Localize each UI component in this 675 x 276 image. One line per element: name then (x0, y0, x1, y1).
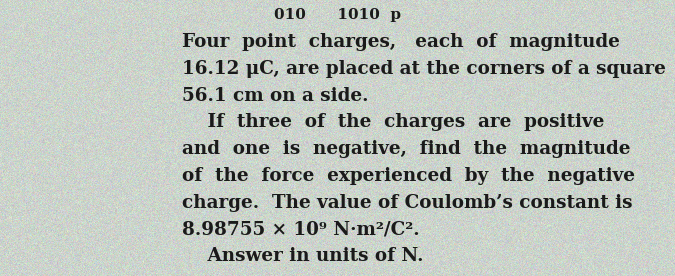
Text: If  three  of  the  charges  are  positive: If three of the charges are positive (182, 113, 605, 131)
Text: Answer in units of N.: Answer in units of N. (182, 247, 424, 265)
Text: Four  point  charges,   each  of  magnitude: Four point charges, each of magnitude (182, 33, 620, 51)
Text: charge.  The value of Coulomb’s constant is: charge. The value of Coulomb’s constant … (182, 194, 632, 212)
Text: 010      1010  p: 010 1010 p (274, 8, 401, 22)
Text: 8.98755 × 10⁹ N·m²/C².: 8.98755 × 10⁹ N·m²/C². (182, 221, 420, 238)
Text: of  the  force  experienced  by  the  negative: of the force experienced by the negative (182, 167, 635, 185)
Text: and  one  is  negative,  find  the  magnitude: and one is negative, find the magnitude (182, 140, 630, 158)
Text: 56.1 cm on a side.: 56.1 cm on a side. (182, 87, 369, 105)
Text: 16.12 μC, are placed at the corners of a square: 16.12 μC, are placed at the corners of a… (182, 60, 666, 78)
